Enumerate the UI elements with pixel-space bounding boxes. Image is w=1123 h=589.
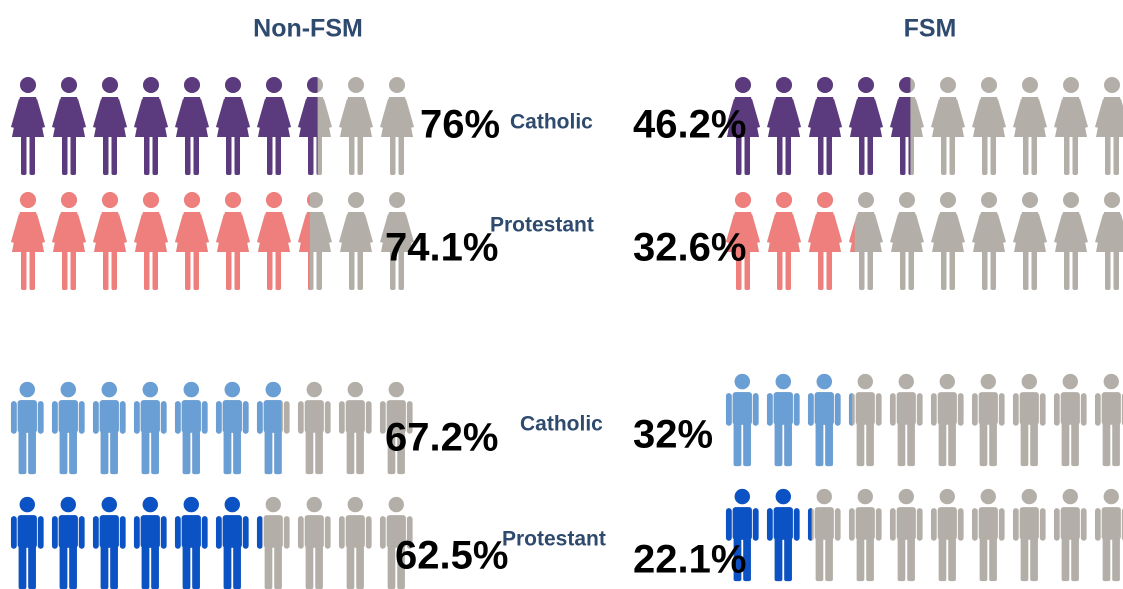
empty-icon bbox=[1094, 488, 1123, 582]
empty-icon bbox=[930, 488, 964, 582]
filled-icon bbox=[133, 381, 167, 475]
empty-icon bbox=[1054, 192, 1088, 290]
value-label: 62.5% bbox=[395, 534, 508, 578]
group-title: Non-FSM bbox=[253, 15, 363, 43]
empty-icon bbox=[1095, 192, 1123, 290]
empty-icon bbox=[1053, 373, 1087, 467]
filled-icon bbox=[766, 488, 800, 582]
empty-icon bbox=[297, 496, 331, 589]
filled-icon bbox=[11, 77, 45, 175]
empty-icon bbox=[848, 373, 882, 467]
empty-icon bbox=[971, 373, 1005, 467]
empty-icon bbox=[1012, 488, 1046, 582]
filled-icon bbox=[174, 381, 208, 475]
filled-icon bbox=[725, 373, 759, 467]
empty-icon bbox=[971, 488, 1005, 582]
filled-icon bbox=[807, 373, 841, 467]
empty-icon bbox=[931, 192, 965, 290]
value-label: 74.1% bbox=[385, 226, 498, 270]
empty-icon bbox=[1054, 77, 1088, 175]
filled-icon bbox=[52, 192, 86, 290]
empty-icon bbox=[380, 77, 414, 175]
filled-icon bbox=[215, 381, 249, 475]
empty-icon bbox=[1013, 192, 1047, 290]
empty-icon bbox=[930, 373, 964, 467]
empty-icon bbox=[338, 496, 372, 589]
empty-icon bbox=[972, 192, 1006, 290]
filled-icon bbox=[766, 373, 800, 467]
empty-icon bbox=[931, 77, 965, 175]
value-label: 67.2% bbox=[385, 416, 498, 460]
filled-icon bbox=[767, 77, 801, 175]
empty-icon bbox=[972, 77, 1006, 175]
filled-icon bbox=[10, 496, 44, 589]
empty-icon bbox=[1095, 77, 1123, 175]
empty-icon bbox=[339, 192, 373, 290]
value-label: 46.2% bbox=[633, 103, 746, 147]
empty-icon bbox=[1012, 373, 1046, 467]
empty-icon bbox=[848, 488, 882, 582]
filled-icon bbox=[10, 381, 44, 475]
empty-icon bbox=[889, 373, 923, 467]
filled-icon bbox=[11, 192, 45, 290]
filled-icon bbox=[808, 192, 842, 290]
filled-icon bbox=[175, 77, 209, 175]
filled-icon bbox=[257, 192, 291, 290]
value-label: 32% bbox=[633, 413, 713, 457]
filled-icon bbox=[215, 496, 249, 589]
filled-icon bbox=[51, 381, 85, 475]
filled-icon bbox=[767, 192, 801, 290]
filled-icon bbox=[52, 77, 86, 175]
filled-icon bbox=[134, 77, 168, 175]
filled-icon bbox=[51, 496, 85, 589]
filled-icon bbox=[175, 192, 209, 290]
filled-icon bbox=[808, 77, 842, 175]
empty-icon bbox=[1053, 488, 1087, 582]
empty-icon bbox=[807, 488, 841, 582]
empty-icon bbox=[1094, 373, 1123, 467]
empty-icon bbox=[1013, 77, 1047, 175]
filled-icon bbox=[134, 192, 168, 290]
category-label: Catholic bbox=[520, 413, 603, 436]
category-label: Catholic bbox=[510, 111, 593, 134]
filled-icon bbox=[93, 77, 127, 175]
filled-icon bbox=[257, 77, 291, 175]
empty-icon bbox=[339, 77, 373, 175]
filled-icon bbox=[174, 496, 208, 589]
value-label: 76% bbox=[420, 103, 500, 147]
empty-icon bbox=[338, 381, 372, 475]
filled-icon bbox=[216, 77, 250, 175]
filled-icon bbox=[92, 496, 126, 589]
filled-icon bbox=[133, 496, 167, 589]
empty-icon bbox=[297, 381, 331, 475]
filled-icon bbox=[216, 192, 250, 290]
filled-icon bbox=[92, 381, 126, 475]
category-label: Protestant bbox=[490, 214, 594, 237]
category-label: Protestant bbox=[502, 528, 606, 551]
value-label: 22.1% bbox=[633, 538, 746, 582]
group-title: FSM bbox=[904, 15, 957, 43]
filled-icon bbox=[849, 77, 883, 175]
empty-icon bbox=[890, 192, 924, 290]
value-label: 32.6% bbox=[633, 226, 746, 270]
empty-icon bbox=[889, 488, 923, 582]
filled-icon bbox=[93, 192, 127, 290]
